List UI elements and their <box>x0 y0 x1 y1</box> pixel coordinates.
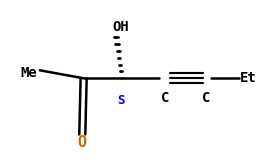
Text: Me: Me <box>20 67 37 81</box>
Text: Et: Et <box>240 71 257 85</box>
Text: O: O <box>78 135 87 150</box>
Text: C: C <box>161 90 169 104</box>
Text: C: C <box>202 90 210 104</box>
Text: S: S <box>118 94 125 107</box>
Text: OH: OH <box>112 20 129 34</box>
